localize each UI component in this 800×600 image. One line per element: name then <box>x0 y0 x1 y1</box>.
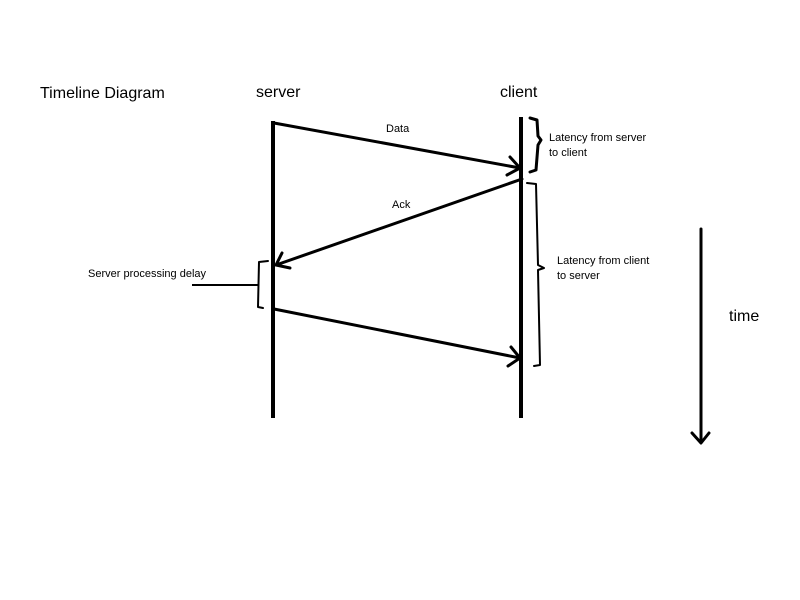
ack-arrow <box>274 177 524 270</box>
client-lane-label: client <box>500 84 538 101</box>
data-message-label: Data <box>386 123 410 135</box>
time-axis-arrow <box>690 227 711 445</box>
server-processing-bracket <box>257 260 269 309</box>
ack-message-label: Ack <box>392 199 411 211</box>
server-to-client-latency-note: Latency from server to client <box>549 131 646 161</box>
diagram-title: Timeline Diagram <box>40 85 165 102</box>
server-to-client-brace <box>528 116 543 174</box>
client-to-server-latency-line-2: to server <box>557 270 600 282</box>
server-to-client-latency-line-2: to client <box>549 147 587 159</box>
server-processing-delay-label: Server processing delay <box>88 268 207 280</box>
client-to-server-latency-line-1: Latency from client <box>557 255 650 267</box>
server-to-client-latency-line-1: Latency from server <box>549 132 647 144</box>
time-axis-label: time <box>729 308 760 325</box>
data-arrow <box>272 121 522 177</box>
client-to-server-latency-note: Latency from client to server <box>557 254 649 284</box>
client-to-server-brace <box>526 182 545 367</box>
server-lane-label: server <box>256 84 301 101</box>
response-arrow <box>272 307 522 368</box>
